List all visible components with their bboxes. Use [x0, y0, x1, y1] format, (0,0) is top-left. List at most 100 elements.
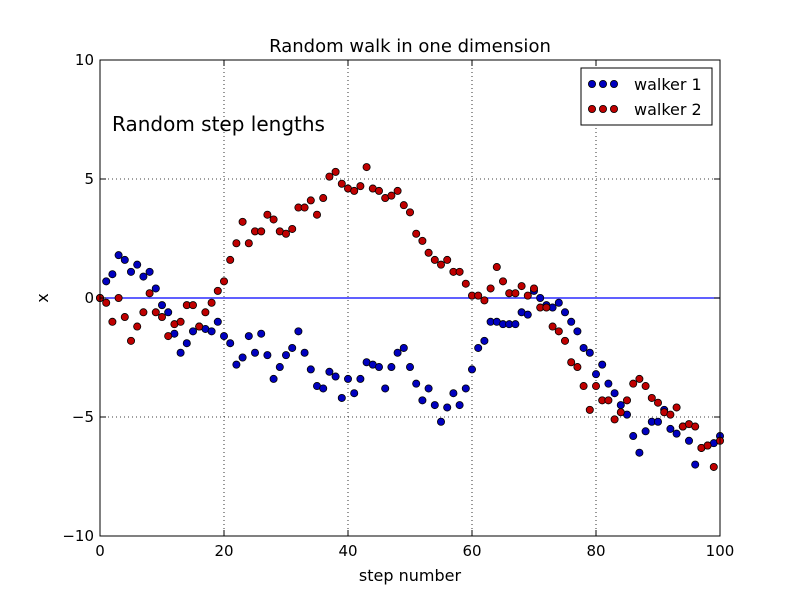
data-point: [269, 374, 278, 383]
y-tick-label: 5: [84, 170, 94, 188]
series-2: [96, 163, 725, 471]
data-point: [511, 289, 520, 298]
data-point: [424, 384, 433, 393]
data-point: [226, 339, 235, 348]
legend-box: [580, 67, 713, 126]
data-point: [666, 424, 675, 433]
data-point: [244, 332, 253, 341]
ticks: 0 20 40 60 80 100 10 5 0 −5 −10: [62, 51, 734, 560]
data-point: [666, 410, 675, 419]
data-point: [238, 217, 247, 226]
data-point: [232, 239, 241, 248]
data-point: [561, 336, 570, 345]
data-point: [188, 327, 197, 336]
chart-title: Random walk in one dimension: [269, 36, 551, 57]
data-point: [443, 255, 452, 264]
data-point: [517, 282, 526, 291]
data-point: [412, 379, 421, 388]
data-point: [337, 179, 346, 188]
x-tick-label: 100: [706, 542, 735, 560]
data-point: [573, 327, 582, 336]
data-point: [616, 408, 625, 417]
data-point: [449, 389, 458, 398]
data-point: [474, 291, 483, 300]
legend-marker: [610, 80, 619, 89]
data-point: [579, 343, 588, 352]
data-point: [219, 277, 228, 286]
data-point: [319, 384, 328, 393]
data-point: [592, 382, 601, 391]
data-point: [424, 248, 433, 257]
x-axis-label: step number: [359, 566, 462, 585]
data-point: [288, 224, 297, 233]
data-point: [108, 270, 117, 279]
data-point: [691, 460, 700, 469]
data-point: [523, 310, 532, 319]
data-point: [381, 384, 390, 393]
data-point: [294, 327, 303, 336]
data-point: [635, 374, 644, 383]
y-tick-label: −5: [72, 408, 94, 426]
data-point: [418, 396, 427, 405]
data-point: [281, 351, 290, 360]
data-point: [672, 403, 681, 412]
annotation-text: Random step lengths: [112, 112, 325, 136]
data-point: [436, 260, 445, 269]
data-point: [461, 279, 470, 288]
data-point: [511, 320, 520, 329]
data-point: [585, 348, 594, 357]
data-point: [436, 417, 445, 426]
data-point: [356, 182, 365, 191]
data-point: [257, 329, 266, 338]
data-point: [709, 462, 718, 471]
data-point: [672, 429, 681, 438]
data-point: [592, 370, 601, 379]
data-point: [114, 251, 123, 260]
legend-marker: [599, 105, 608, 114]
y-tick-label: −10: [62, 527, 94, 545]
legend-label: walker 1: [634, 75, 702, 94]
data-point: [585, 405, 594, 414]
data-point: [120, 313, 129, 322]
data-point: [623, 396, 632, 405]
data-point: [654, 398, 663, 407]
legend-marker: [588, 80, 597, 89]
data-point: [604, 379, 613, 388]
data-point: [399, 201, 408, 210]
data-point: [405, 363, 414, 372]
data-point: [455, 267, 464, 276]
data-point: [188, 301, 197, 310]
x-tick-label: 80: [586, 542, 605, 560]
data-point: [300, 203, 309, 212]
x-tick-label: 60: [462, 542, 481, 560]
data-point: [176, 348, 185, 357]
data-point: [207, 298, 216, 307]
data-point: [325, 172, 334, 181]
data-point: [337, 393, 346, 402]
data-point: [530, 284, 539, 293]
data-point: [207, 327, 216, 336]
y-axis-label: x: [33, 293, 52, 302]
data-point: [567, 358, 576, 367]
data-point: [250, 348, 259, 357]
data-point: [405, 208, 414, 217]
data-point: [412, 229, 421, 238]
data-point: [554, 327, 563, 336]
data-point: [306, 196, 315, 205]
data-point: [281, 229, 290, 238]
data-point: [164, 308, 173, 317]
data-point: [654, 417, 663, 426]
data-point: [523, 291, 532, 300]
data-point: [554, 298, 563, 307]
x-tick-label: 0: [95, 542, 105, 560]
data-point: [604, 396, 613, 405]
data-point: [182, 339, 191, 348]
data-point: [542, 303, 551, 312]
data-point: [306, 365, 315, 374]
legend: walker 1 walker 2: [580, 67, 713, 126]
data-point: [213, 317, 222, 326]
data-point: [343, 374, 352, 383]
data-point: [325, 367, 334, 376]
data-point: [629, 432, 638, 441]
